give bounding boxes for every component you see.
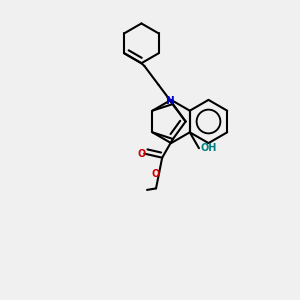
Text: N: N (166, 96, 174, 106)
Text: O: O (152, 169, 160, 179)
Text: OH: OH (200, 143, 217, 153)
Text: O: O (138, 148, 146, 159)
